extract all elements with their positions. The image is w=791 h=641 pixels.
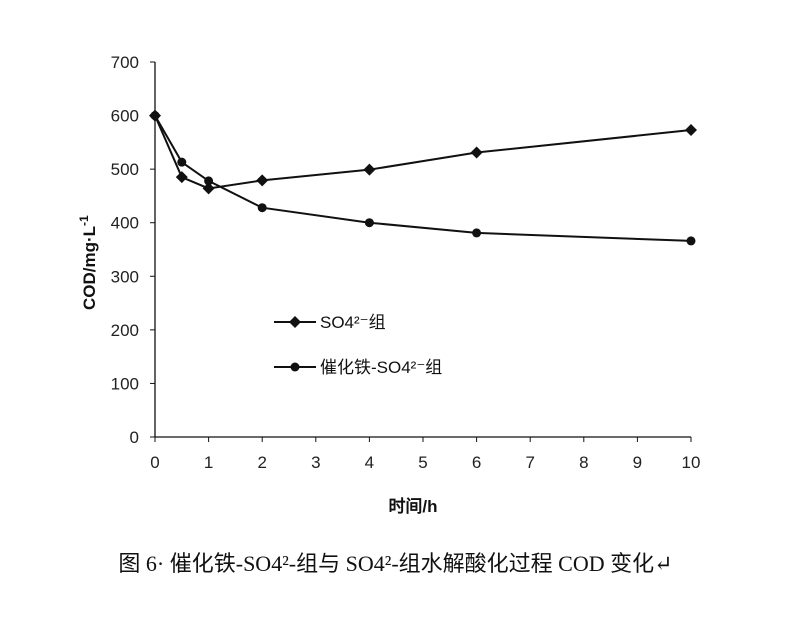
y-tick-label: 300 [111,267,139,286]
x-tick-label: 2 [257,453,266,472]
y-tick-label: 400 [111,214,139,233]
y-tick-label: 200 [111,321,139,340]
data-point-series-1 [256,174,269,187]
y-tick-label: 0 [130,428,139,447]
x-tick-label: 1 [204,453,213,472]
data-point-series-2 [257,203,267,213]
x-tick-label: 6 [472,453,481,472]
figure-caption: 图 6· 催化铁-SO4²-组与 SO4²-组水解酸化过程 COD 变化↵ [118,551,673,576]
x-axis-label: 时间/h [388,496,437,516]
series-line-1 [154,115,692,190]
x-tick-label: 4 [365,453,374,472]
x-tick-label: 8 [579,453,588,472]
legend-label-1: SO4²⁻组 [320,313,386,332]
x-tick-label: 5 [418,453,427,472]
y-axis-label: COD/mg·L-1 [77,215,99,310]
data-point-series-1 [685,124,697,137]
x-tick-label: 7 [525,453,534,472]
x-tick-label: 9 [633,453,642,472]
y-tick-label: 500 [111,160,139,179]
data-point-series-2 [177,157,187,167]
legend-label-2: 催化铁-SO4²⁻组 [320,358,442,377]
data-point-series-1 [202,182,215,195]
data-point-series-1 [363,163,376,176]
y-axis-label-superscript: -1 [77,215,91,226]
data-point-series-1 [175,171,188,184]
data-point-series-2 [364,218,374,228]
x-tick-label: 0 [150,453,159,472]
data-point-series-1 [470,146,483,159]
y-tick-label: 600 [111,107,139,126]
data-point-series-2 [150,111,160,121]
x-tick-label: 10 [682,453,701,472]
data-point-series-2 [204,176,214,186]
legend-marker-1 [289,316,301,328]
legend-marker-2 [290,362,300,372]
y-tick-label: 700 [111,53,139,72]
y-tick-label: 100 [111,374,139,393]
series-line-2 [154,115,692,242]
x-tick-label: 3 [311,453,320,472]
data-point-series-2 [472,228,482,238]
data-point-series-2 [686,236,696,246]
